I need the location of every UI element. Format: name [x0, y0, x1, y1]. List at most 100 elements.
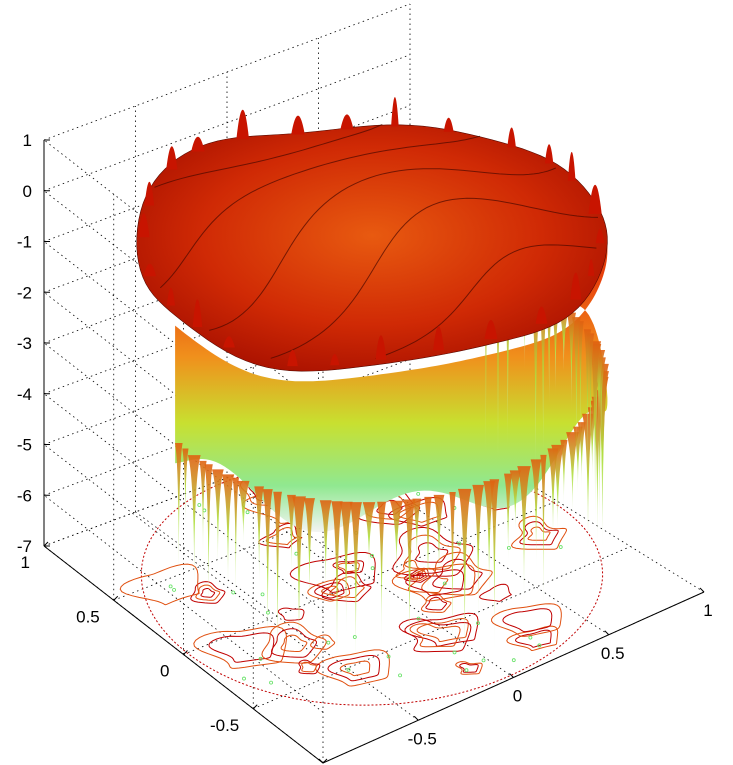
- x-tick-mark: [318, 758, 324, 764]
- surface-spike: [403, 499, 416, 661]
- contour-line: [193, 625, 287, 669]
- y-tick-label: 0.5: [76, 607, 100, 626]
- contour-line: [314, 582, 345, 599]
- contour-line: [432, 558, 483, 590]
- surface-spike: [582, 413, 595, 552]
- contour-line: [519, 521, 559, 546]
- surface-spike: [529, 289, 542, 472]
- surface-peak: [166, 287, 175, 306]
- contour-dot: [370, 566, 375, 571]
- contour-dot: [537, 643, 542, 648]
- contour-line: [265, 526, 297, 546]
- surface-peak: [166, 146, 178, 170]
- contour-dot: [346, 667, 351, 672]
- y-tick-label: 0: [160, 662, 169, 681]
- contour-dot: [260, 592, 265, 597]
- surface-peak: [507, 127, 516, 148]
- z-axis-ticks: -7 -6 -5 -4 -3 -2 -1 0 1: [17, 131, 32, 556]
- z-tick-label: -5: [17, 436, 32, 455]
- surface-spike: [339, 501, 353, 636]
- y-axis-ticks: -1-0.500.51: [21, 553, 240, 735]
- surface-spike: [254, 486, 264, 589]
- surface-spike: [509, 470, 521, 533]
- x-tick-mark: [413, 715, 419, 721]
- contour-dot: [231, 590, 236, 595]
- contour-dot: [506, 546, 511, 550]
- surface-ridge: [375, 244, 597, 360]
- surface-spike: [566, 432, 579, 518]
- contour-line: [405, 569, 465, 596]
- axis-frame: [43, 139, 705, 764]
- contour-line: [339, 660, 371, 677]
- contour-dot: [416, 491, 421, 496]
- x-tick-label: 1: [703, 601, 712, 620]
- surface-spike: [482, 271, 490, 460]
- contour-dot: [258, 656, 263, 661]
- contour-dot: [370, 553, 374, 558]
- surface-peak: [595, 228, 605, 244]
- y-tick-mark: [113, 595, 119, 601]
- surface-spike: [199, 460, 207, 561]
- contour-dot: [457, 541, 462, 546]
- surface-peak: [144, 181, 155, 206]
- x-tick-label: 0.5: [601, 644, 625, 663]
- surface-spike: [377, 501, 387, 653]
- contour-line: [261, 621, 327, 664]
- z-tick-label: -6: [17, 486, 32, 505]
- y-tick-mark: [43, 541, 49, 547]
- x-tick-label: 0: [513, 687, 522, 706]
- contour-line: [119, 563, 200, 606]
- contour-line: [200, 588, 216, 598]
- contour-dot: [511, 658, 516, 663]
- contour-dot: [197, 503, 202, 507]
- surface-spike: [586, 333, 595, 476]
- contour-dot: [245, 510, 250, 515]
- contour-plane: [119, 457, 604, 706]
- surface-spike: [449, 492, 456, 670]
- contour-line: [398, 618, 472, 653]
- x-tick-mark: [699, 587, 705, 593]
- contour-line: [310, 634, 336, 650]
- surface-ridge: [154, 123, 383, 188]
- contour-line: [332, 560, 365, 574]
- surface-peak: [567, 151, 576, 181]
- surface-spike: [504, 473, 513, 567]
- z-tick-label: 1: [23, 131, 32, 150]
- surface-spike: [212, 469, 224, 571]
- contour-dot: [168, 584, 173, 589]
- surface-spike: [273, 491, 282, 681]
- surface-spike: [362, 502, 376, 571]
- contour-line: [280, 634, 308, 652]
- surface-spike: [577, 321, 584, 449]
- contour-dot: [528, 635, 533, 640]
- surface-spike: [232, 477, 239, 610]
- surface-peak: [223, 336, 235, 348]
- surface-spike: [551, 444, 565, 534]
- z-tick-label: -3: [17, 334, 32, 353]
- contour-line: [425, 596, 448, 611]
- surface-peak: [192, 299, 203, 327]
- surface-peak: [588, 259, 595, 276]
- x-axis-ticks: -1-0.500.51: [408, 601, 713, 748]
- surface-spike: [572, 317, 581, 454]
- surface-spike: [472, 484, 484, 626]
- surface-spike: [544, 297, 554, 406]
- contour-dot: [326, 640, 331, 645]
- contour-dot: [242, 676, 246, 681]
- surface-spike: [424, 496, 432, 609]
- surface-spike: [412, 498, 422, 566]
- surface-spike: [573, 426, 583, 493]
- surface-ridge: [270, 197, 599, 359]
- surface-spike: [390, 500, 403, 577]
- contour-line: [391, 563, 476, 602]
- contour-line: [415, 542, 449, 563]
- surface-peak: [588, 184, 602, 214]
- surface-peak: [340, 114, 354, 130]
- contour-dot: [266, 610, 270, 615]
- surface-spike: [433, 494, 445, 582]
- surface-peak: [330, 354, 340, 366]
- surface-spike: [457, 488, 472, 667]
- surface-spike: [502, 278, 514, 445]
- surface-peak: [544, 144, 554, 164]
- contour-line: [416, 617, 469, 642]
